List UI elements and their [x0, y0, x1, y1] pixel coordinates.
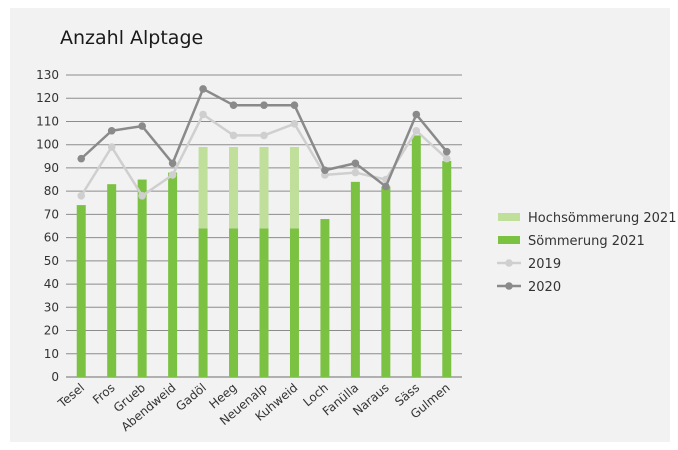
bar-hochsoemmerung-2021: [259, 147, 269, 229]
point-2020: [138, 122, 146, 130]
legend-marker-2019: [505, 259, 513, 267]
legend-label-sömmerung-2021: Sömmerung 2021: [528, 234, 645, 249]
point-2020: [107, 126, 116, 135]
y-tick-label: 130: [36, 68, 59, 82]
y-tick-label: 70: [44, 207, 59, 221]
point-2020: [412, 110, 421, 119]
point-2019: [351, 168, 360, 177]
chart-title: Anzahl Alptage: [60, 27, 204, 49]
point-2019: [168, 171, 177, 179]
y-tick-label: 90: [44, 161, 59, 175]
bar-hochsoemmerung-2021: [289, 147, 299, 229]
y-tick-label: 80: [44, 184, 59, 198]
bar-soemmerung-2021: [107, 184, 117, 377]
chart-panel: [10, 8, 670, 442]
y-tick-label: 30: [44, 300, 59, 314]
point-2020: [168, 159, 177, 168]
legend-marker-2020: [505, 282, 513, 290]
bar-soemmerung-2021: [442, 160, 452, 377]
bar-soemmerung-2021: [411, 135, 421, 377]
point-2020: [442, 147, 451, 156]
bar-soemmerung-2021: [198, 228, 208, 377]
bar-soemmerung-2021: [137, 179, 147, 377]
y-tick-label: 20: [44, 324, 59, 338]
y-tick-label: 40: [44, 277, 59, 291]
point-2020: [321, 166, 329, 175]
y-tick-label: 10: [44, 347, 59, 361]
y-tick-label: 0: [51, 370, 59, 384]
legend-label-2020: 2020: [528, 280, 561, 295]
bar-soemmerung-2021: [259, 228, 269, 377]
bar-hochsoemmerung-2021: [229, 147, 239, 229]
x-tick-label: Tesel: [55, 381, 87, 411]
point-2019: [107, 143, 116, 151]
bar-soemmerung-2021: [350, 181, 360, 377]
legend-swatch-sömmerung-2021: [498, 236, 520, 244]
bar-soemmerung-2021: [320, 219, 330, 377]
bar-soemmerung-2021: [229, 228, 239, 377]
y-tick-label: 120: [36, 91, 59, 105]
y-tick-label: 100: [36, 138, 59, 152]
point-2020: [77, 154, 86, 163]
x-tick-label: Gadöl: [173, 381, 209, 414]
point-2020: [260, 101, 268, 109]
bar-soemmerung-2021: [289, 228, 299, 377]
point-2019: [442, 154, 451, 163]
point-2020: [229, 101, 238, 109]
point-2019: [199, 110, 207, 119]
point-2019: [229, 131, 238, 140]
point-2019: [290, 119, 299, 128]
point-2020: [382, 182, 390, 191]
y-tick-label: 50: [44, 254, 59, 268]
y-tick-label: 60: [44, 231, 59, 245]
point-2019: [260, 131, 268, 140]
legend-swatch-hochsömmerung-2021: [498, 213, 520, 221]
legend-label-hochsömmerung-2021: Hochsömmerung 2021: [528, 211, 676, 226]
point-2020: [199, 85, 207, 93]
point-2019: [77, 192, 86, 200]
point-2019: [138, 192, 146, 200]
point-2020: [290, 101, 299, 109]
bar-soemmerung-2021: [76, 205, 86, 377]
legend-label-2019: 2019: [528, 257, 561, 272]
point-2019: [412, 126, 421, 135]
y-tick-label: 110: [36, 114, 59, 128]
bar-soemmerung-2021: [168, 172, 178, 377]
bar-hochsoemmerung-2021: [198, 147, 208, 229]
bar-soemmerung-2021: [381, 186, 391, 377]
point-2020: [351, 159, 360, 168]
